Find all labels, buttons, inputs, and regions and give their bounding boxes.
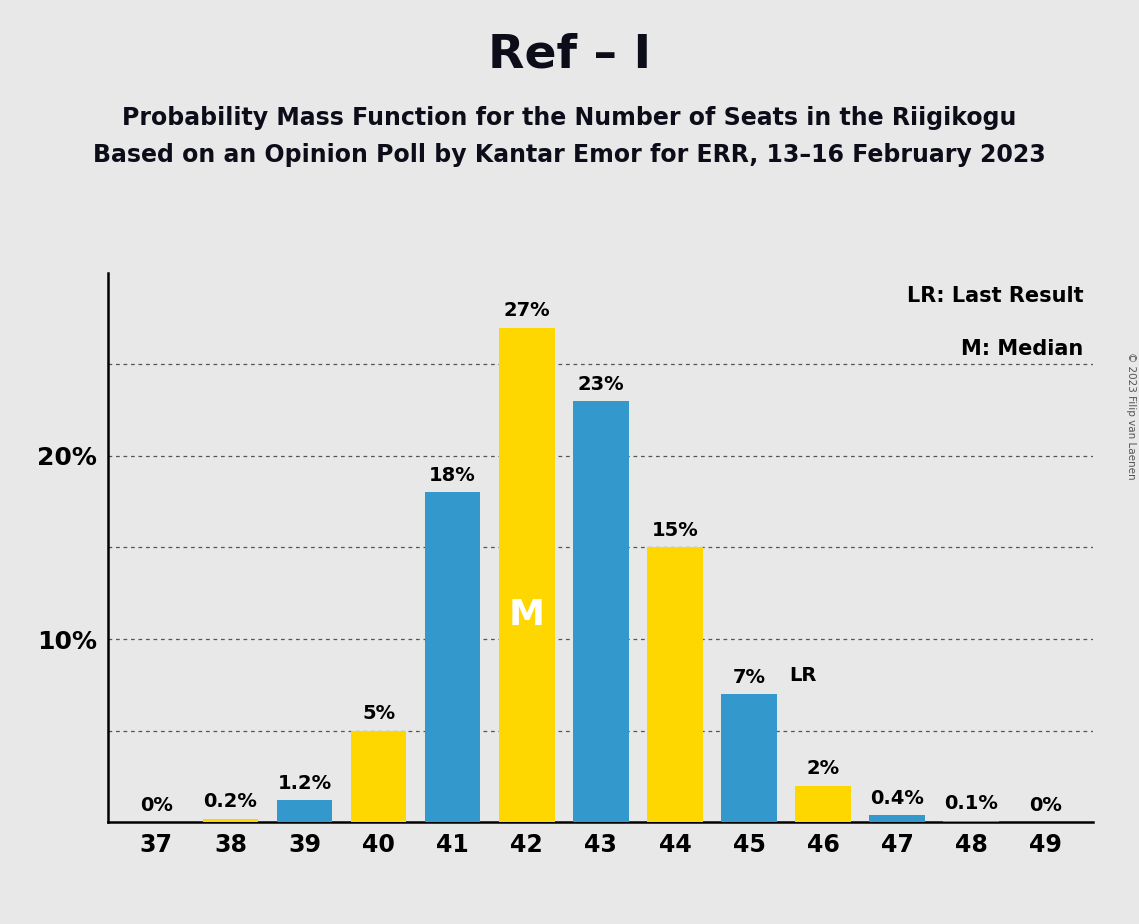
Text: Probability Mass Function for the Number of Seats in the Riigikogu: Probability Mass Function for the Number… <box>122 106 1017 130</box>
Text: 0.4%: 0.4% <box>870 789 924 808</box>
Bar <box>869 815 925 822</box>
Text: M: M <box>509 598 544 631</box>
Text: 23%: 23% <box>577 374 624 394</box>
Text: LR: Last Result: LR: Last Result <box>907 286 1083 307</box>
Text: 7%: 7% <box>732 668 765 687</box>
Bar <box>573 401 629 822</box>
Text: 5%: 5% <box>362 704 395 723</box>
Text: 27%: 27% <box>503 301 550 321</box>
Text: M: Median: M: Median <box>961 338 1083 359</box>
Bar <box>277 800 333 822</box>
Text: 0.2%: 0.2% <box>204 793 257 811</box>
Bar <box>943 821 999 822</box>
Text: 15%: 15% <box>652 521 698 541</box>
Bar <box>351 731 407 822</box>
Bar <box>499 328 555 822</box>
Text: © 2023 Filip van Laenen: © 2023 Filip van Laenen <box>1126 352 1136 480</box>
Text: 0%: 0% <box>1029 796 1062 815</box>
Bar <box>425 492 481 822</box>
Bar <box>203 819 259 822</box>
Text: Based on an Opinion Poll by Kantar Emor for ERR, 13–16 February 2023: Based on an Opinion Poll by Kantar Emor … <box>93 143 1046 167</box>
Text: 2%: 2% <box>806 760 839 778</box>
Text: 0.1%: 0.1% <box>944 795 998 813</box>
Text: 1.2%: 1.2% <box>278 774 331 793</box>
Text: Ref – I: Ref – I <box>487 32 652 78</box>
Text: 0%: 0% <box>140 796 173 815</box>
Bar <box>795 785 851 822</box>
Bar <box>721 694 777 822</box>
Text: LR: LR <box>789 666 817 685</box>
Text: 18%: 18% <box>429 467 476 485</box>
Bar <box>647 547 703 822</box>
